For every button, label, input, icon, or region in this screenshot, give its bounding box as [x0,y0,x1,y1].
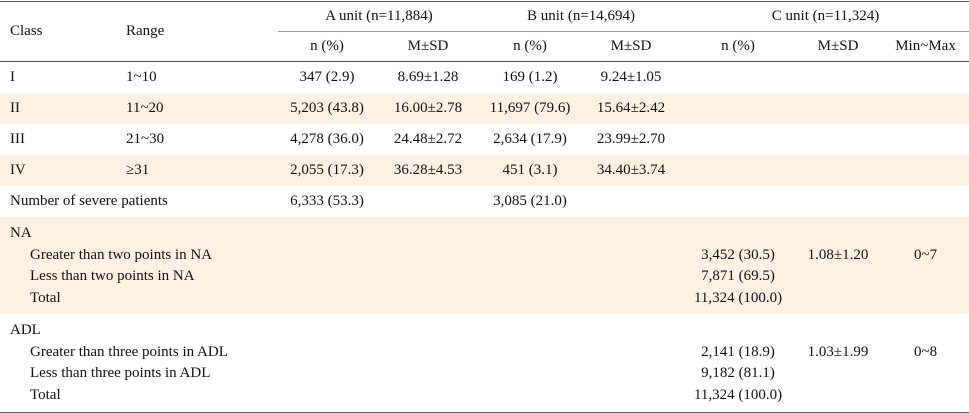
header-unit-b: B unit (n=14,694) [480,1,683,32]
na-min-max: 0~7 [913,246,938,263]
na-c-less: 7,871 (69.5) [701,268,775,284]
header-a-m-sd: M±SD [376,31,481,62]
header-c-n-pct: n (%) [682,31,795,62]
header-b-n-pct: n (%) [480,31,581,62]
table-header: Class Range A unit (n=11,884) B unit (n=… [0,1,969,62]
adl-title: ADL [10,322,41,338]
header-range: Range [126,1,278,62]
table-row: IV ≥31 2,055 (17.3) 36.28±4.53 451 (3.1)… [0,155,969,186]
table-row: I 1~10 347 (2.9) 8.69±1.28 169 (1.2) 9.2… [0,62,969,94]
adl-minmax: 0~8 [882,314,969,413]
header-a-n-pct: n (%) [278,31,376,62]
adl-less-label: Less than three points in ADL [30,365,211,381]
a-n-cell: 4,278 (36.0) [290,131,364,147]
class-cell: I [10,69,15,85]
na-m-sd: 1.08±1.20 [807,246,869,263]
adl-min-max: 0~8 [913,343,938,360]
b-n-cell: 451 (3.1) [480,155,581,186]
table-body: I 1~10 347 (2.9) 8.69±1.28 169 (1.2) 9.2… [0,62,969,413]
a-msd-cell: 36.28±4.53 [376,155,481,186]
class-cell: III [10,131,25,147]
adl-msd: 1.03±1.99 [794,314,883,413]
na-greater-label: Greater than two points in NA [30,246,213,263]
severe-label: Number of severe patients [10,193,168,209]
b-n-cell: 169 (1.2) [502,69,558,85]
adl-c-less: 9,182 (81.1) [701,365,775,381]
adl-c-greater: 2,141 (18.9) [701,343,775,360]
table-row-adl: ADL Greater than three points in ADL Les… [0,314,969,413]
b-msd-cell: 34.40±3.74 [580,155,683,186]
a-msd-cell: 24.48±2.72 [393,131,463,147]
adl-c-total: 11,324 (100.0) [693,386,783,403]
range-cell: ≥31 [126,155,278,186]
b-msd-cell: 23.99±2.70 [596,131,666,147]
na-title: NA [10,225,32,241]
a-msd-cell: 8.69±1.28 [397,69,459,85]
adl-m-sd: 1.03±1.99 [807,343,869,360]
na-labels: NA Greater than two points in NA Less th… [0,217,683,314]
severe-a-n-cell: 6,333 (53.3) [290,193,364,209]
na-c-total: 11,324 (100.0) [693,289,783,306]
b-n-cell: 11,697 (79.6) [480,93,581,124]
adl-greater-label: Greater than three points in ADL [30,343,228,360]
b-msd-cell: 9.24±1.05 [600,69,662,85]
na-minmax: 0~7 [882,217,969,314]
a-n-cell: 347 (2.9) [299,69,355,85]
adl-total-label: Total [30,386,61,403]
table-row: II 11~20 5,203 (43.8) 16.00±2.78 11,697 … [0,93,969,124]
na-c-values: 3,452 (30.5) 7,871 (69.5) 11,324 (100.0) [682,217,795,314]
na-less-label: Less than two points in NA [30,268,195,284]
table-row-na: NA Greater than two points in NA Less th… [0,217,969,314]
b-n-cell: 2,634 (17.9) [493,131,567,147]
b-msd-cell: 15.64±2.42 [580,93,683,124]
header-c-min-max: Min~Max [882,31,969,62]
header-unit-c: C unit (n=11,324) [682,1,969,32]
header-unit-a: A unit (n=11,884) [278,1,481,32]
severe-b-n-cell: 3,085 (21.0) [493,193,567,209]
a-n-cell: 5,203 (43.8) [278,93,376,124]
adl-c-values: 2,141 (18.9) 9,182 (81.1) 11,324 (100.0) [682,314,795,413]
table-row-severe: Number of severe patients 6,333 (53.3) 3… [0,186,969,217]
range-cell: 21~30 [126,131,165,147]
range-cell: 11~20 [126,93,278,124]
class-cell: IV [0,155,126,186]
na-msd: 1.08±1.20 [794,217,883,314]
header-class: Class [0,1,126,62]
na-c-greater: 3,452 (30.5) [701,246,775,263]
a-n-cell: 2,055 (17.3) [278,155,376,186]
class-cell: II [0,93,126,124]
adl-labels: ADL Greater than three points in ADL Les… [0,314,683,413]
range-cell: 1~10 [126,69,157,85]
header-b-m-sd: M±SD [580,31,683,62]
a-msd-cell: 16.00±2.78 [376,93,481,124]
table-row: III 21~30 4,278 (36.0) 24.48±2.72 2,634 … [0,124,969,155]
na-total-label: Total [30,289,61,306]
header-c-m-sd: M±SD [794,31,883,62]
